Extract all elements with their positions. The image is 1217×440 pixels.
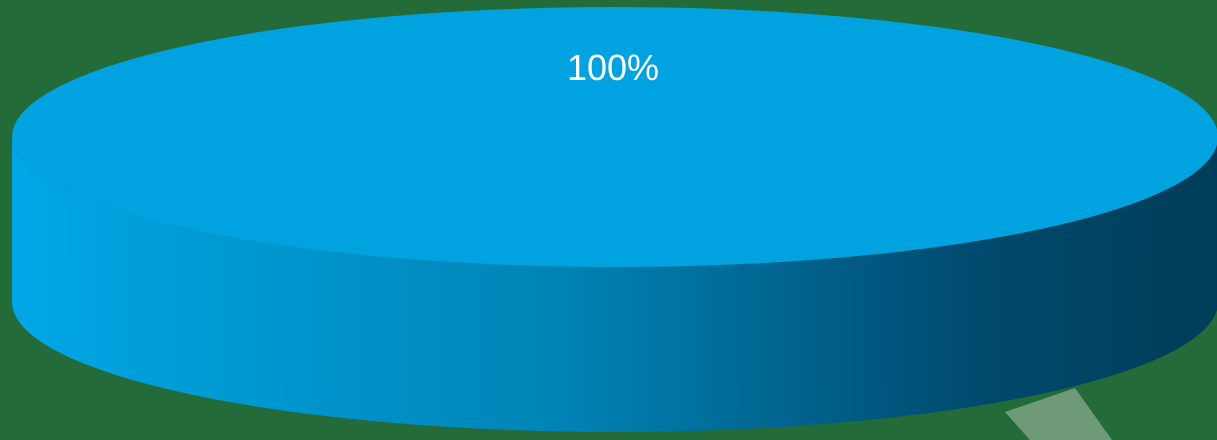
pie-slice-side-0 xyxy=(12,137,1217,432)
leader-line xyxy=(1005,388,1112,440)
pie-slices xyxy=(12,7,1217,432)
pie-slice-0 xyxy=(12,7,1217,267)
slice-data-label: 100% xyxy=(567,47,659,88)
